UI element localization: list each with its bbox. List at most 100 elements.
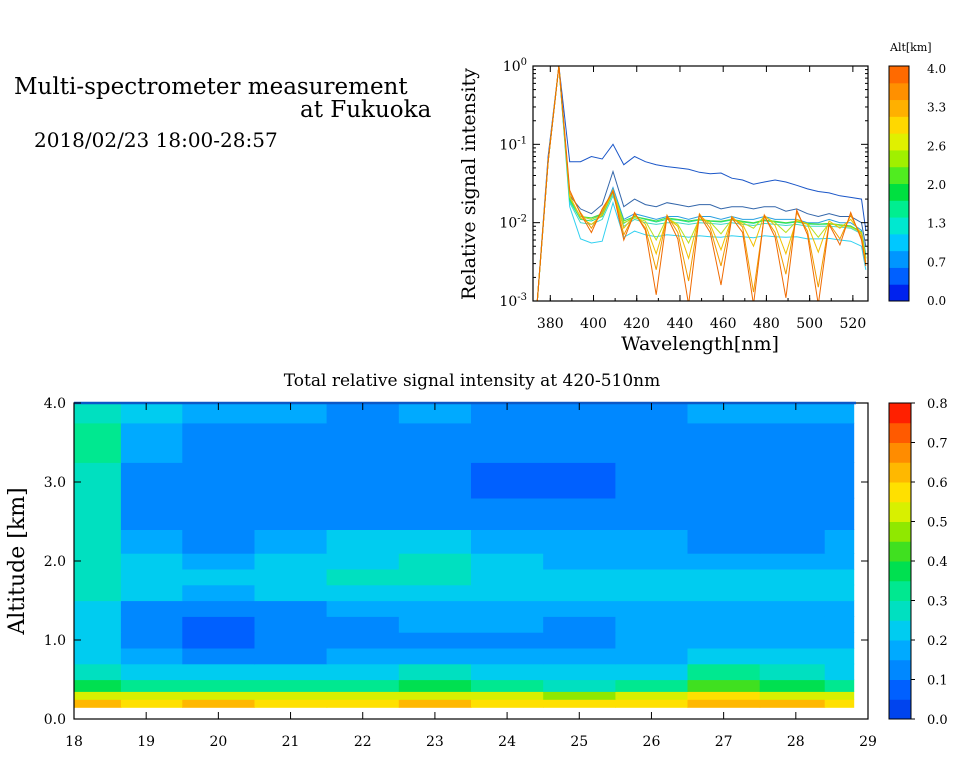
heatmap-cell [182,497,256,530]
heatmap-x-tick-label-6: 24 [498,734,516,750]
heatmap-cell [120,403,183,424]
heatmap-cell [120,679,183,692]
heatmap-cell [615,553,689,570]
heatmap-cell [182,403,256,424]
heatmap-cell [326,632,400,649]
spectrum-series-line-8 [536,66,867,301]
heatmap-cell [615,462,689,499]
heatmap-cell [120,497,183,530]
heatmap-cell [471,632,544,649]
heatmap-cell [687,422,761,463]
heatmap-x-tick-label-7: 25 [570,734,588,750]
heatmap-cell [74,403,122,424]
heatmap-cell [254,663,328,681]
heatmap-x-axis: 18 19 20 21 22 23 24 25 26 27 28 29 [65,403,877,750]
heatmap-cell [326,679,400,692]
heatmap-cell [398,699,472,708]
heatmap-x-tick-label-5: 23 [426,734,444,750]
spectrum-x-tick-label-1: 400 [580,316,607,332]
heatmap-cell [326,663,400,681]
heatmap-cell [398,529,472,554]
heatmap-y-tick-label-4: 4.0 [44,396,66,412]
heatmap-cell [687,699,761,708]
altitude-colorbar-swatch-0 [889,284,909,302]
heatmap-x-tick-label-8: 26 [643,734,661,750]
heatmap-cell [687,663,761,681]
heatmap-cell [471,691,544,700]
intensity-colorbar-swatch-14 [889,422,911,443]
intensity-colorbar-swatch-1 [889,679,911,700]
intensity-colorbar-label-5: 0.3 [927,595,948,610]
heatmap-cell [824,600,855,617]
heatmap-cell [615,584,689,602]
heatmap-cell [254,403,328,424]
heatmap-cell [824,497,855,530]
heatmap-cell [120,553,183,570]
heatmap-y-tick-label-2: 2.0 [44,554,66,570]
intensity-colorbar: 0.8 0.7 0.6 0.5 0.4 0.3 0.2 0.1 0.0 [888,397,948,728]
heatmap-cell [759,647,826,665]
altitude-colorbar-label-1: 3.3 [927,101,946,115]
heatmap-cell [471,497,544,530]
heatmap-x-tick-label-4: 22 [354,734,372,750]
heatmap-cell [543,422,616,463]
page-title: Multi-spectrometer measurement [14,74,408,100]
heatmap-cell [687,679,761,692]
heatmap-cell [759,529,826,554]
spectrum-series-line-2 [536,66,867,301]
heatmap-cell [74,699,122,708]
heatmap-cell [398,497,472,530]
intensity-colorbar-swatch-3 [889,640,911,661]
heatmap-cell [326,647,400,665]
heatmap-cell [687,632,761,649]
altitude-colorbar-swatch-13 [889,66,909,84]
heatmap-cell [74,529,122,554]
heatmap-cell [326,584,400,602]
intensity-colorbar-swatch-12 [889,462,911,483]
heatmap-cell [326,553,400,570]
heatmap-cell [120,568,183,586]
heatmap-cell [824,403,855,424]
heatmap-cell [74,647,122,665]
heatmap-cell [326,497,400,530]
heatmap-cell [543,679,616,692]
heatmap-cell [759,679,826,692]
heatmap-cell [687,616,761,633]
altitude-colorbar-label-2: 2.6 [927,139,946,153]
heatmap-cell [471,616,544,633]
heatmap-cell [824,699,855,708]
intensity-colorbar-label-3: 0.5 [927,516,948,531]
heatmap-cell [74,553,122,570]
altitude-colorbar-swatch-12 [889,82,909,101]
heatmap-cell [759,422,826,463]
altitude-colorbar: 4.0 3.3 2.6 2.0 1.3 0.7 0.0 [888,62,946,308]
heatmap-cell [824,529,855,554]
heatmap-cell [182,691,256,700]
altitude-colorbar-swatch-4 [889,217,909,235]
heatmap-cell [759,699,826,708]
heatmap-cell [254,422,328,463]
heatmap-cell [687,691,761,700]
heatmap-cell [471,679,544,692]
heatmap-x-tick-label-2: 20 [209,734,227,750]
heatmap-cell [615,497,689,530]
heatmap-cell [398,679,472,692]
heatmap-cell [759,553,826,570]
intensity-colorbar-swatch-8 [889,541,911,562]
heatmap-cell [254,568,328,586]
heatmap-cell [120,616,183,633]
spectrum-x-tick-label-6: 500 [796,316,823,332]
heatmap-cell [398,403,472,424]
heatmap-cell [74,584,122,602]
heatmap-cell [182,663,256,681]
heatmap-cell [182,679,256,692]
heatmap-cell [615,568,689,586]
spectrum-series-line-4 [536,66,867,301]
heatmap-cell [543,462,616,499]
intensity-colorbar-swatch-5 [889,600,911,621]
heatmap-y-label: Altitude [km] [5,487,30,635]
altitude-colorbar-swatch-8 [889,149,909,168]
heatmap-cell [120,584,183,602]
heatmap-cell [615,403,689,424]
